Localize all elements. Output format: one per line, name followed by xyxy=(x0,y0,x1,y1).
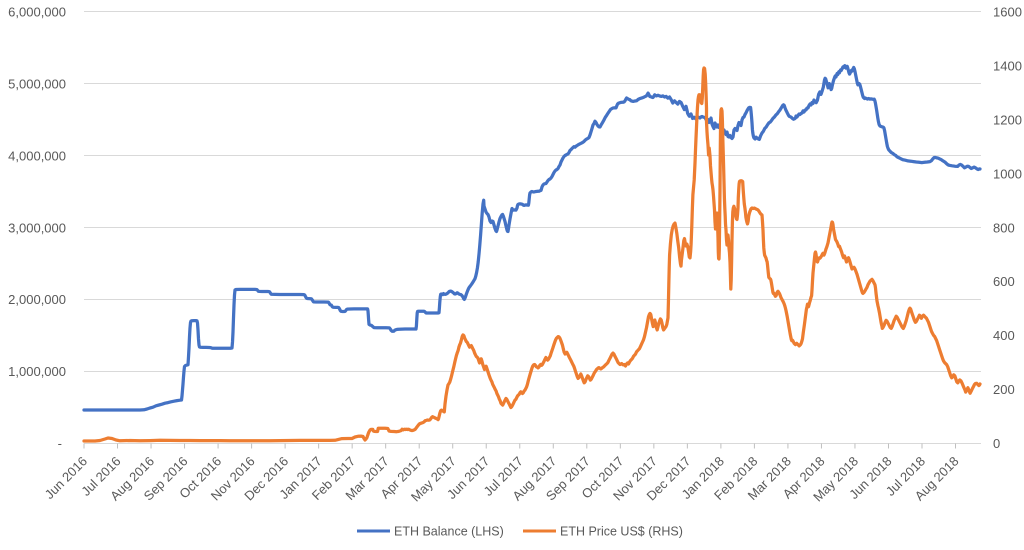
svg-text:1400: 1400 xyxy=(993,58,1022,73)
svg-text:5,000,000: 5,000,000 xyxy=(8,77,66,92)
svg-text:6,000,000: 6,000,000 xyxy=(8,5,66,20)
svg-text:3,000,000: 3,000,000 xyxy=(8,220,66,235)
svg-text:ETH Balance (LHS): ETH Balance (LHS) xyxy=(394,525,504,539)
svg-text:1200: 1200 xyxy=(993,112,1022,127)
svg-text:800: 800 xyxy=(993,220,1015,235)
svg-text:-: - xyxy=(58,436,62,451)
svg-text:4,000,000: 4,000,000 xyxy=(8,148,66,163)
svg-text:ETH Price US$ (RHS): ETH Price US$ (RHS) xyxy=(560,525,683,539)
svg-text:1600: 1600 xyxy=(993,5,1022,20)
svg-text:1000: 1000 xyxy=(993,166,1022,181)
svg-text:400: 400 xyxy=(993,328,1015,343)
svg-text:1,000,000: 1,000,000 xyxy=(8,364,66,379)
svg-text:600: 600 xyxy=(993,274,1015,289)
svg-text:0: 0 xyxy=(993,436,1000,451)
svg-text:200: 200 xyxy=(993,382,1015,397)
svg-text:2,000,000: 2,000,000 xyxy=(8,292,66,307)
